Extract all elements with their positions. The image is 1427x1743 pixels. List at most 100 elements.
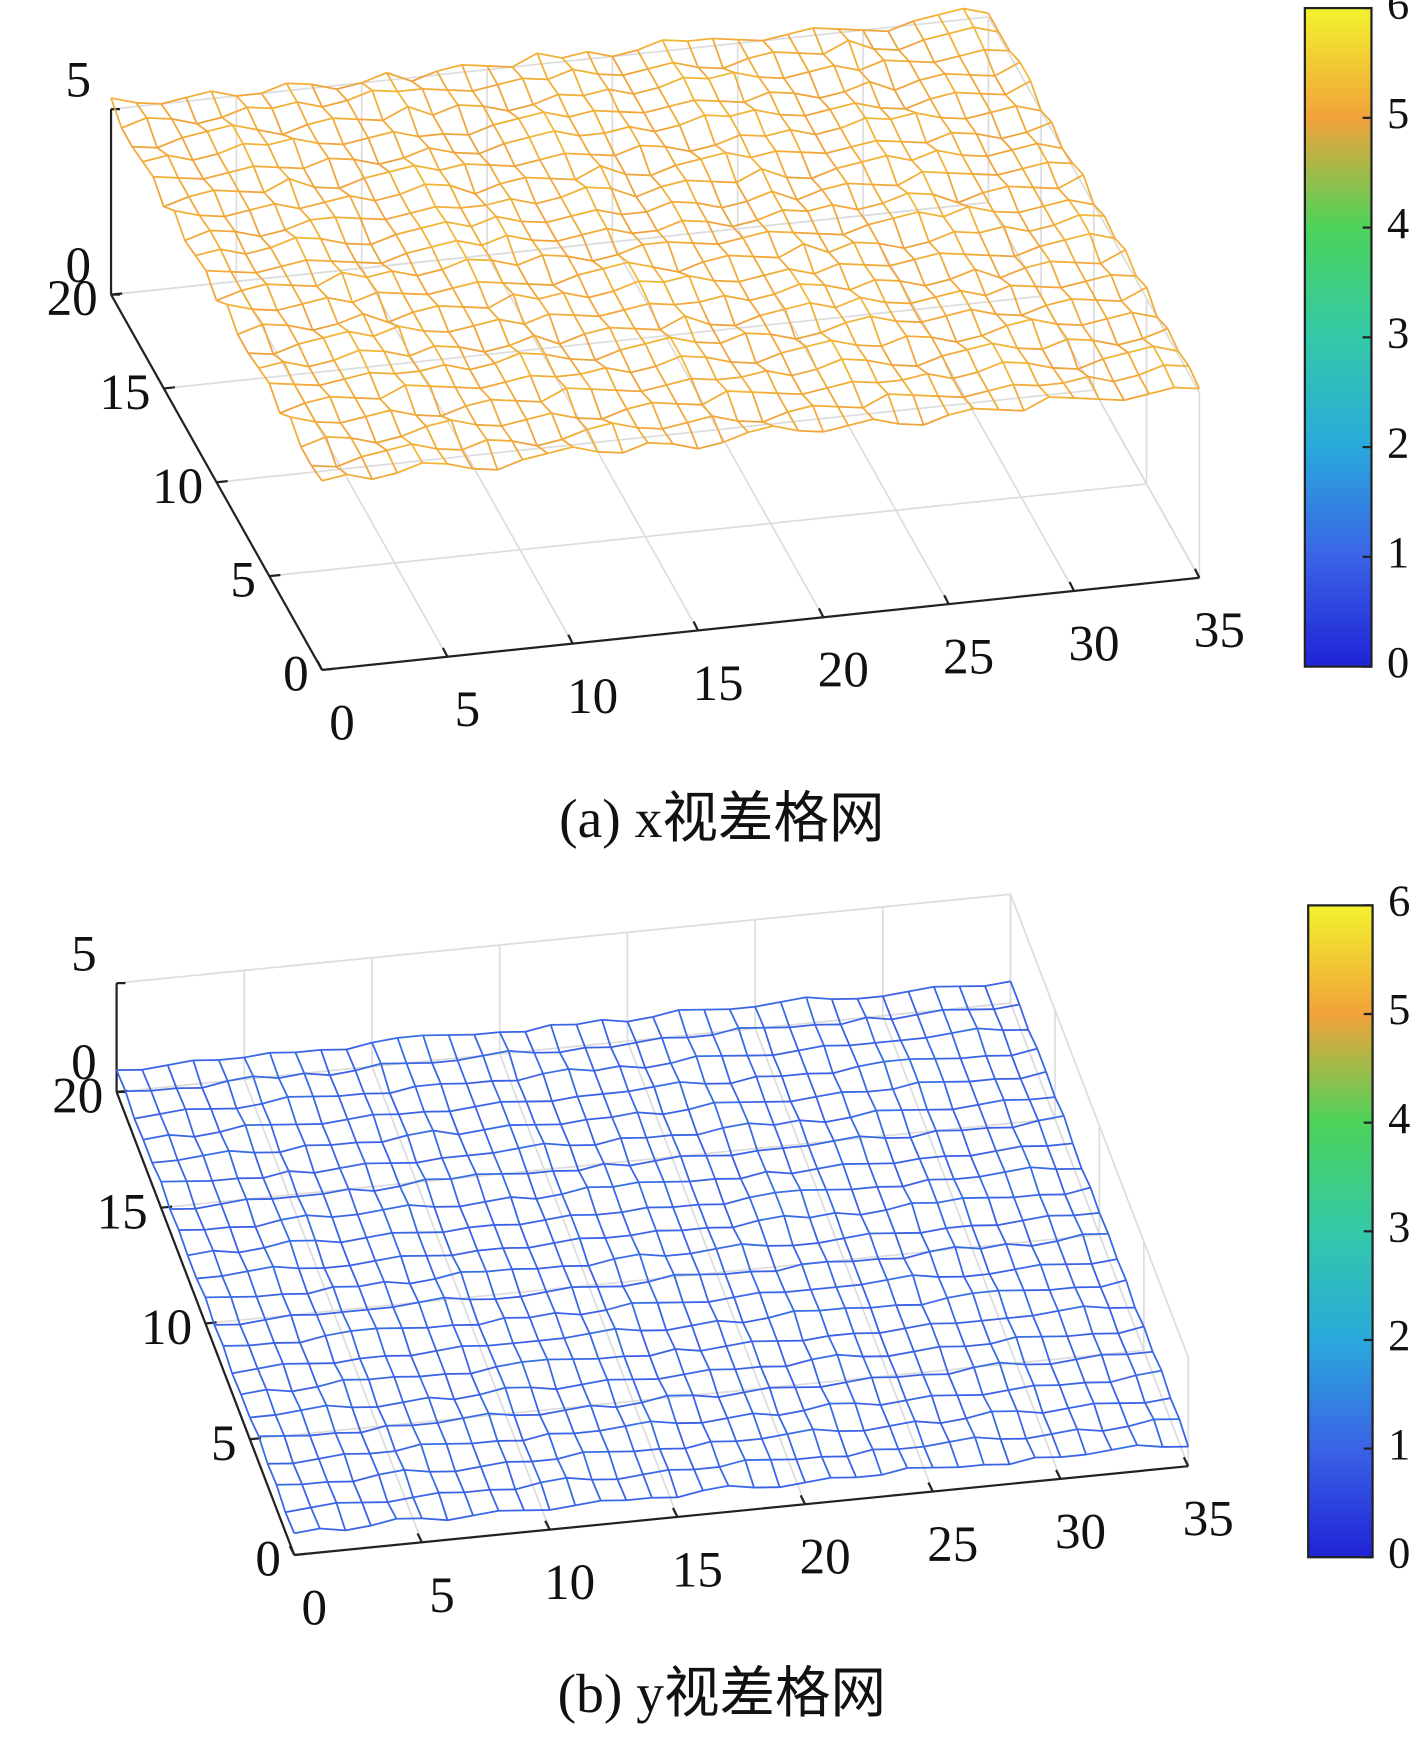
mesh-segment	[310, 1501, 337, 1509]
mesh-segment	[1020, 1145, 1032, 1168]
mesh-segment	[691, 377, 717, 381]
mesh-segment	[1066, 338, 1079, 370]
mesh-segment	[872, 48, 885, 61]
mesh-segment	[1073, 1211, 1100, 1217]
mesh-segment	[919, 72, 946, 81]
mesh-segment	[1110, 274, 1137, 277]
mesh-segment	[419, 1373, 446, 1378]
mesh-segment	[762, 411, 789, 423]
mesh-segment	[358, 349, 371, 374]
mesh-segment	[253, 1152, 265, 1179]
mesh-segment	[665, 384, 678, 405]
mesh-segment	[142, 1139, 153, 1164]
mesh-segment	[480, 381, 506, 390]
mesh-segment	[854, 102, 881, 109]
mesh-segment	[1123, 393, 1150, 402]
mesh-segment	[300, 436, 327, 448]
mesh-segment	[270, 1124, 281, 1153]
mesh-segment	[1030, 1245, 1042, 1265]
mesh-segment	[1048, 396, 1075, 399]
mesh-segment	[779, 114, 792, 131]
mesh-segment	[393, 373, 406, 386]
mesh-segment	[645, 1137, 657, 1162]
mesh-segment	[777, 392, 803, 396]
mesh-segment	[605, 366, 631, 374]
mesh-segment	[879, 1327, 906, 1334]
mesh-segment	[624, 173, 637, 198]
mesh-segment	[345, 1524, 372, 1532]
mesh-segment	[1110, 274, 1123, 302]
mesh-segment	[1113, 374, 1139, 383]
mesh-segment	[707, 220, 733, 228]
mesh-segment	[394, 370, 420, 375]
mesh-segment	[535, 196, 562, 205]
mesh-segment	[457, 1054, 484, 1062]
mesh-segment	[416, 275, 429, 295]
mesh-segment	[882, 192, 909, 205]
mesh-segment	[399, 193, 412, 214]
mesh-segment	[654, 1160, 665, 1183]
mesh-segment	[500, 425, 513, 442]
mesh-segment	[628, 126, 641, 146]
mesh-segment	[466, 258, 479, 283]
mesh-segment	[390, 1162, 401, 1187]
mesh-segment	[899, 280, 912, 304]
mesh-segment	[973, 26, 986, 51]
mesh-segment	[709, 324, 722, 344]
mesh-segment	[439, 163, 465, 172]
mesh-segment	[536, 1268, 548, 1293]
mesh-segment	[302, 296, 328, 305]
mesh-segment	[886, 154, 912, 162]
mesh-segment	[668, 105, 681, 126]
mesh-segment	[789, 1101, 801, 1121]
mesh-segment	[577, 274, 590, 298]
mesh-segment	[920, 314, 947, 324]
mesh-segment	[331, 117, 345, 145]
mesh-segment	[615, 1327, 641, 1332]
mesh-segment	[411, 1425, 422, 1445]
colorbar-tick-label: 4	[1388, 1093, 1410, 1143]
mesh-segment	[460, 1271, 471, 1300]
mesh-segment	[516, 264, 529, 285]
mesh-segment	[938, 7, 964, 16]
mesh-segment	[835, 1212, 861, 1216]
mesh-segment	[570, 215, 583, 236]
mesh-segment	[833, 64, 860, 72]
mesh-segment	[795, 331, 821, 340]
grid-line	[269, 483, 1147, 577]
mesh-segment	[612, 1181, 639, 1188]
mesh-segment	[764, 135, 777, 152]
mesh-segment	[270, 236, 297, 249]
mesh-segment	[999, 266, 1026, 279]
mesh-segment	[813, 262, 840, 275]
colorbar-tick-label: 0	[1388, 1527, 1410, 1577]
mesh-segment	[853, 1333, 864, 1357]
mesh-segment	[465, 398, 492, 407]
mesh-segment	[496, 1361, 523, 1368]
mesh-segment	[279, 1144, 306, 1154]
mesh-segment	[251, 308, 264, 325]
mesh-segment	[791, 1167, 818, 1175]
mesh-segment	[309, 1432, 336, 1437]
mesh-segment	[417, 135, 430, 149]
mesh-segment	[213, 189, 240, 193]
mesh-segment	[443, 132, 469, 136]
mesh-segment	[283, 361, 296, 385]
mesh-segment	[296, 101, 323, 108]
mesh-segment	[1067, 338, 1093, 342]
mesh-segment	[898, 1445, 925, 1451]
mesh-segment	[871, 184, 884, 204]
mesh-segment	[338, 177, 365, 190]
mesh-segment	[558, 93, 584, 97]
mesh-segment	[922, 39, 936, 63]
mesh-segment	[436, 63, 463, 73]
mesh-segment	[1077, 1428, 1103, 1432]
mesh-segment	[1087, 376, 1100, 400]
mesh-segment	[529, 375, 542, 403]
mesh-segment	[703, 114, 717, 146]
mesh-segment	[496, 215, 522, 223]
colorbar-tick-label: 2	[1388, 1310, 1410, 1360]
mesh-segment	[1021, 1220, 1033, 1247]
mesh-segment	[195, 1278, 207, 1298]
